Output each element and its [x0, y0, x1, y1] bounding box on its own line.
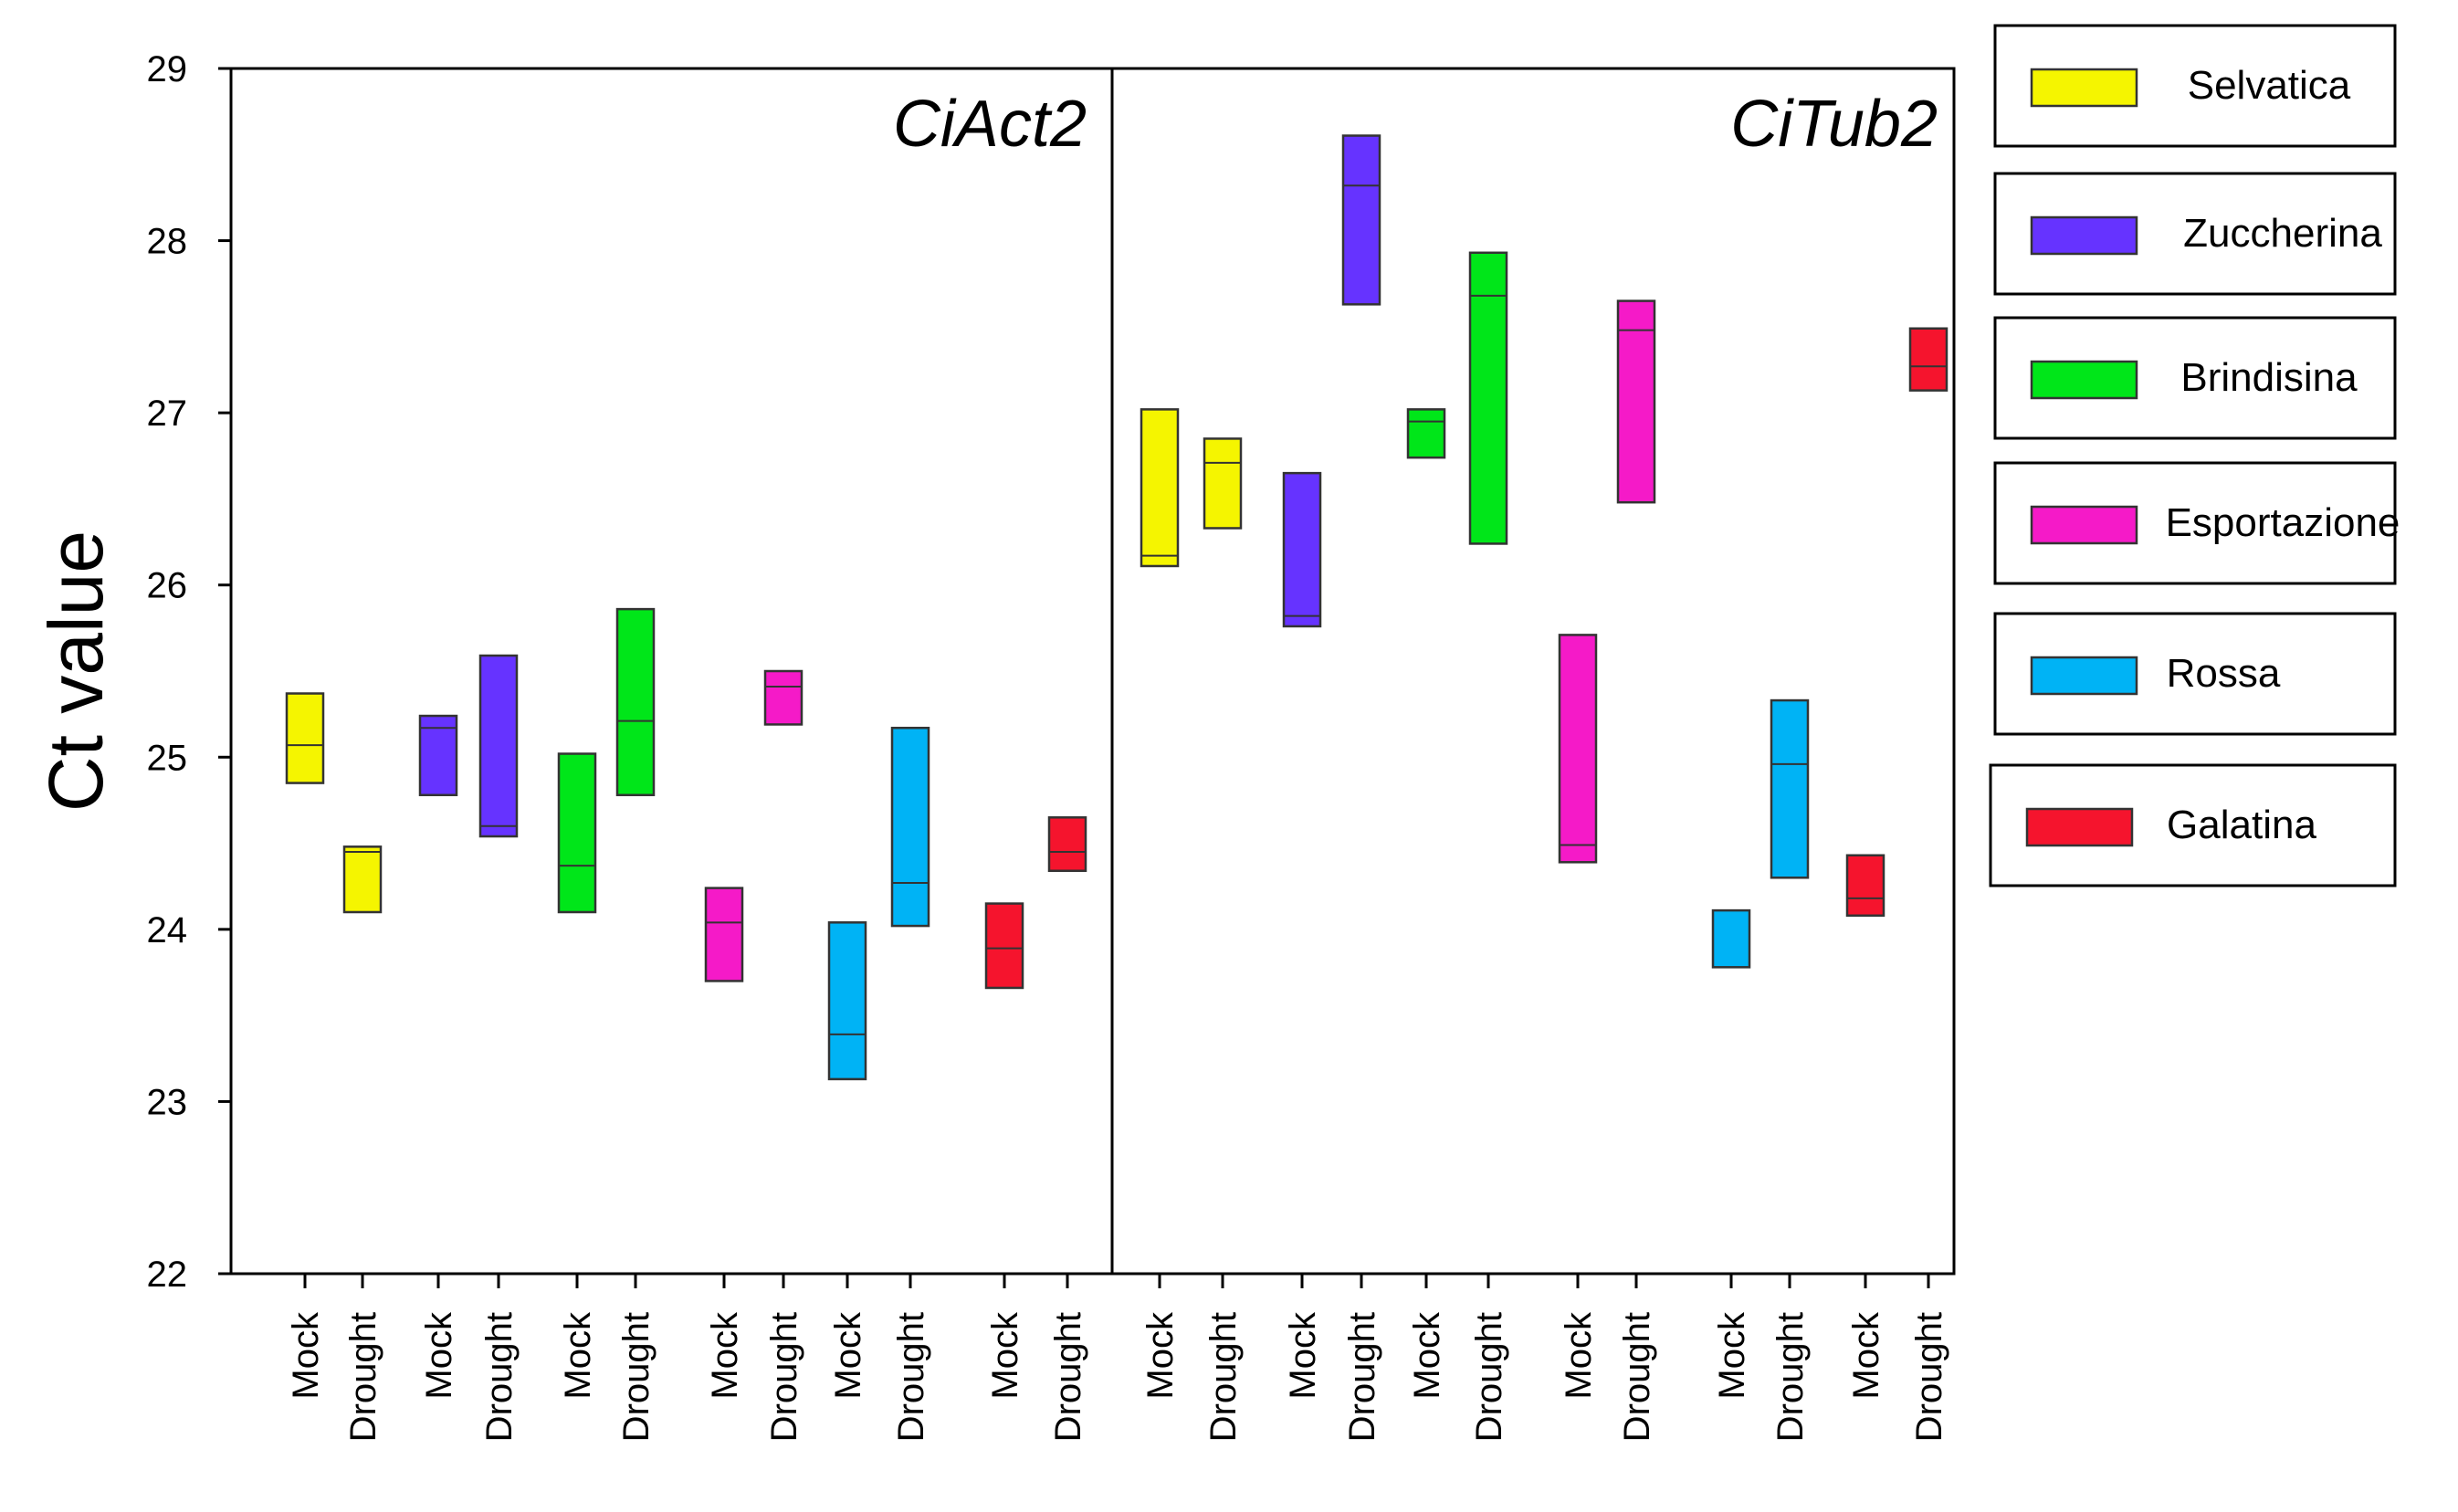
bar-zuccherina-mock-ciact2: [418, 714, 458, 797]
bar-brindisina-drought-citub2: [1468, 251, 1508, 545]
y-tick-label: 27: [147, 394, 188, 434]
legend-label-zuccherina: Zuccherina: [2183, 211, 2382, 256]
y-tick-label: 22: [147, 1255, 188, 1295]
legend-swatch-galatina: [2025, 807, 2134, 847]
x-category-label: Mock: [558, 1311, 598, 1400]
y-tick-label: 24: [147, 910, 188, 950]
x-category-label: Mock: [985, 1311, 1025, 1400]
x-category-label: Drought: [1909, 1312, 1949, 1442]
legend-swatch-zuccherina: [2030, 215, 2138, 256]
bar-selvatica-mock-citub2: [1140, 408, 1180, 568]
x-category-label: Mock: [1140, 1311, 1181, 1400]
bar-brindisina-drought-ciact2: [615, 607, 656, 797]
legend-swatch-rossa: [2030, 656, 2138, 696]
axes: [218, 67, 1956, 1288]
bar-esportazione-mock-citub2: [1558, 634, 1598, 864]
panel-title-citub2: CiTub2: [1730, 88, 1938, 161]
bar-zuccherina-drought-ciact2: [478, 654, 519, 838]
legend-label-galatina: Galatina: [2167, 803, 2316, 847]
x-category-label: Drought: [1469, 1312, 1509, 1442]
x-category-label: Mock: [419, 1311, 459, 1400]
x-category-label: Drought: [891, 1312, 931, 1442]
legend-label-selvatica: Selvatica: [2188, 63, 2351, 108]
legend-swatch-esportazione: [2030, 505, 2138, 545]
x-category-label: Mock: [286, 1311, 326, 1400]
x-category-label: Drought: [764, 1312, 804, 1442]
y-axis-label: Ct value: [33, 530, 119, 812]
bar-galatina-mock-citub2: [1845, 854, 1886, 918]
bar-esportazione-drought-citub2: [1616, 299, 1656, 504]
bar-zuccherina-mock-citub2: [1282, 471, 1322, 628]
x-category-label: Mock: [705, 1311, 745, 1400]
y-tick-label: 23: [147, 1082, 188, 1122]
bar-selvatica-drought-citub2: [1203, 437, 1243, 530]
axis-labels: 22 23 24 25 26 27 28 29 Ct value CiAct2 Mock Drough…: [33, 49, 1949, 1442]
floating-bars: [285, 134, 1949, 1081]
plot-frame: [229, 67, 1956, 1276]
y-tick-label: 29: [147, 49, 188, 89]
x-category-label: Drought: [616, 1312, 657, 1442]
legend-label-brindisina: Brindisina: [2180, 355, 2358, 400]
x-category-label: Drought: [1342, 1312, 1382, 1442]
bar-selvatica-mock-ciact2: [285, 692, 325, 784]
x-category-label: Mock: [828, 1311, 868, 1400]
bar-esportazione-drought-ciact2: [763, 669, 804, 726]
legend-label-rossa: Rossa: [2167, 651, 2281, 696]
x-category-label: Drought: [479, 1312, 520, 1442]
y-tick-label: 25: [147, 738, 188, 778]
bar-galatina-drought-citub2: [1908, 327, 1949, 392]
legend-swatch-brindisina: [2030, 360, 2138, 400]
x-category-label: Drought: [1048, 1312, 1088, 1442]
x-category-label: Mock: [1846, 1311, 1886, 1400]
legend-entry-zuccherina: [1993, 172, 2397, 296]
legend-swatch-selvatica: [2030, 68, 2138, 108]
bar-galatina-mock-ciact2: [984, 902, 1024, 990]
legend-label-esportazione: Esportazione: [2166, 500, 2400, 545]
bar-zuccherina-drought-citub2: [1341, 134, 1381, 306]
bar-brindisina-mock-ciact2: [557, 752, 597, 914]
bar-galatina-drought-ciact2: [1047, 816, 1087, 872]
x-category-label: Drought: [1617, 1312, 1657, 1442]
x-category-label: Mock: [1407, 1311, 1447, 1400]
x-category-label: Mock: [1559, 1311, 1599, 1400]
legend: Selvatica Zuccherina Brindisina Esportazion…: [1989, 24, 2400, 887]
bar-rossa-mock-citub2: [1711, 908, 1751, 969]
y-tick-label: 28: [147, 222, 188, 262]
bar-esportazione-mock-ciact2: [704, 887, 744, 982]
bar-rossa-drought-citub2: [1770, 698, 1810, 879]
bar-brindisina-mock-citub2: [1406, 408, 1446, 459]
x-category-label: Drought: [343, 1312, 383, 1442]
x-category-label: Mock: [1283, 1311, 1323, 1400]
y-tick-label: 26: [147, 566, 188, 606]
x-category-label: Drought: [1770, 1312, 1811, 1442]
bar-rossa-drought-ciact2: [890, 726, 930, 928]
panel-title-ciact2: CiAct2: [893, 88, 1087, 161]
x-category-label: Drought: [1203, 1312, 1244, 1442]
bar-selvatica-drought-ciact2: [342, 845, 383, 914]
x-category-label: Mock: [1712, 1311, 1752, 1400]
bar-rossa-mock-ciact2: [827, 921, 867, 1081]
